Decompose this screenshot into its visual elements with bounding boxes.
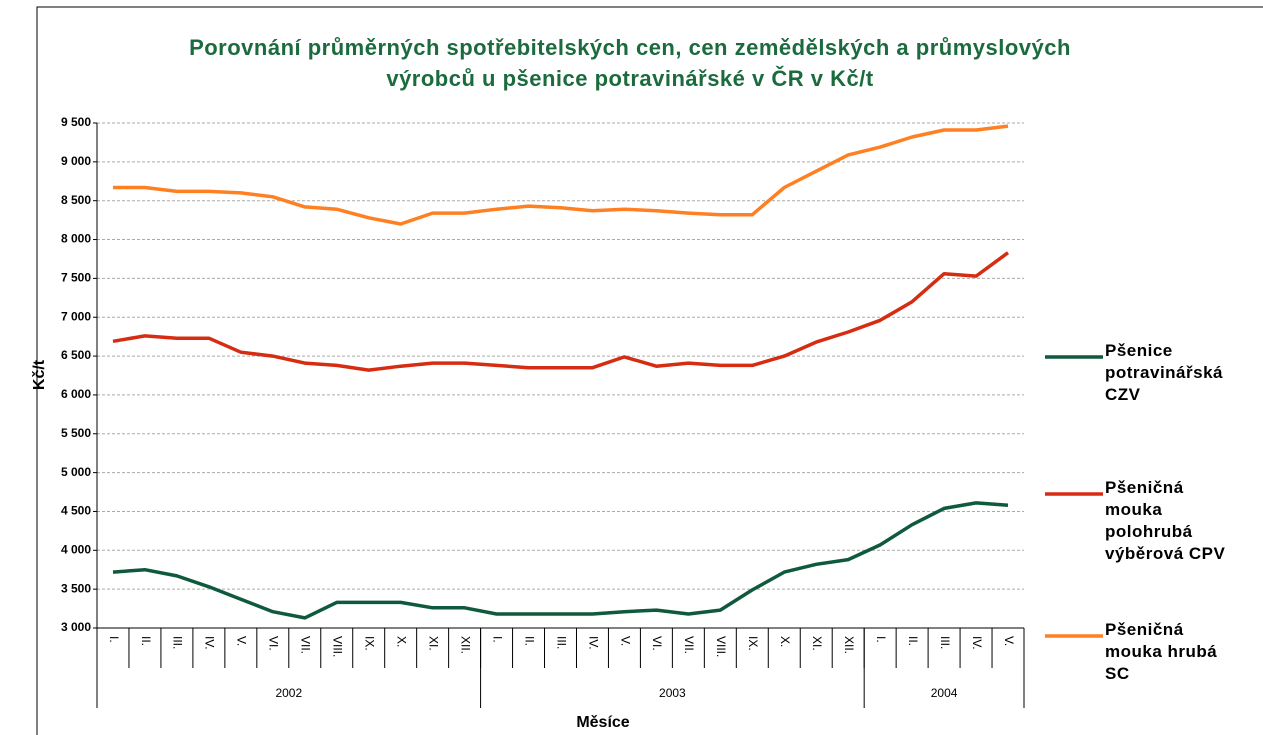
x-tick-label: XI.	[810, 636, 824, 651]
y-tick-label: 7 000	[61, 309, 91, 323]
y-tick-label: 7 500	[61, 271, 91, 285]
x-tick-label: IV.	[586, 636, 600, 650]
legend-label: Pšenice potravinářská CZV	[1105, 341, 1223, 404]
group-label: 2003	[659, 686, 686, 700]
line-series	[113, 124, 1009, 226]
y-tick-label: 6 500	[61, 348, 91, 362]
x-tick-label: VI.	[650, 636, 664, 651]
chart-border	[36, 6, 1263, 735]
x-tick-label: V.	[235, 636, 249, 646]
line-series	[112, 501, 1009, 620]
y-tick-label: 5 500	[61, 426, 91, 440]
x-tick-label: III.	[171, 636, 185, 649]
legend-label: Pšeničná mouka polohrubá výběrová CPV	[1105, 478, 1226, 563]
x-tick-label: XII.	[458, 636, 472, 654]
y-tick-label: 3 500	[61, 581, 91, 595]
x-tick-label: VI.	[267, 636, 281, 651]
x-tick-label: VIII.	[714, 636, 728, 657]
y-tick-label: 8 000	[61, 232, 91, 246]
y-axis-title: Kč/t	[31, 359, 48, 390]
y-tick-label: 8 500	[61, 193, 91, 207]
y-tick-label: 4 500	[61, 504, 91, 518]
x-axis-title: Měsíce	[576, 714, 629, 731]
x-tick-label: II.	[139, 636, 153, 646]
x-tick-label: XII.	[842, 636, 856, 654]
x-tick-label: I.	[107, 636, 121, 643]
group-label: 2004	[931, 686, 958, 700]
x-tick-label: VIII.	[331, 636, 345, 657]
x-tick-label: IX.	[746, 636, 760, 651]
x-tick-label: V.	[618, 636, 632, 646]
x-tick-label: VII.	[299, 636, 313, 654]
x-tick-label: II.	[906, 636, 920, 646]
y-tick-label: 6 000	[61, 387, 91, 401]
x-tick-label: III.	[554, 636, 568, 649]
y-tick-label: 4 000	[61, 542, 91, 556]
legend-label: Pšeničná mouka hrubá SC	[1105, 620, 1218, 683]
x-tick-label: I.	[490, 636, 504, 643]
y-tick-label: 3 000	[61, 620, 91, 634]
x-tick-label: X.	[395, 636, 409, 647]
x-tick-label: III.	[938, 636, 952, 649]
group-label: 2002	[275, 686, 302, 700]
line-series	[112, 251, 1010, 372]
y-tick-label: 5 000	[61, 465, 91, 479]
x-tick-label: X.	[778, 636, 792, 647]
x-tick-label: IV.	[970, 636, 984, 650]
y-tick-label: 9 500	[61, 115, 91, 129]
x-tick-label: IX.	[363, 636, 377, 651]
x-tick-label: V.	[1002, 636, 1016, 646]
x-tick-label: XI.	[426, 636, 440, 651]
chart-title: Porovnání průměrných spotřebitelských ce…	[189, 35, 1071, 91]
x-tick-label: IV.	[203, 636, 217, 650]
x-tick-label: I.	[874, 636, 888, 643]
y-tick-label: 9 000	[61, 154, 91, 168]
x-tick-label: VII.	[682, 636, 696, 654]
x-tick-label: II.	[522, 636, 536, 646]
